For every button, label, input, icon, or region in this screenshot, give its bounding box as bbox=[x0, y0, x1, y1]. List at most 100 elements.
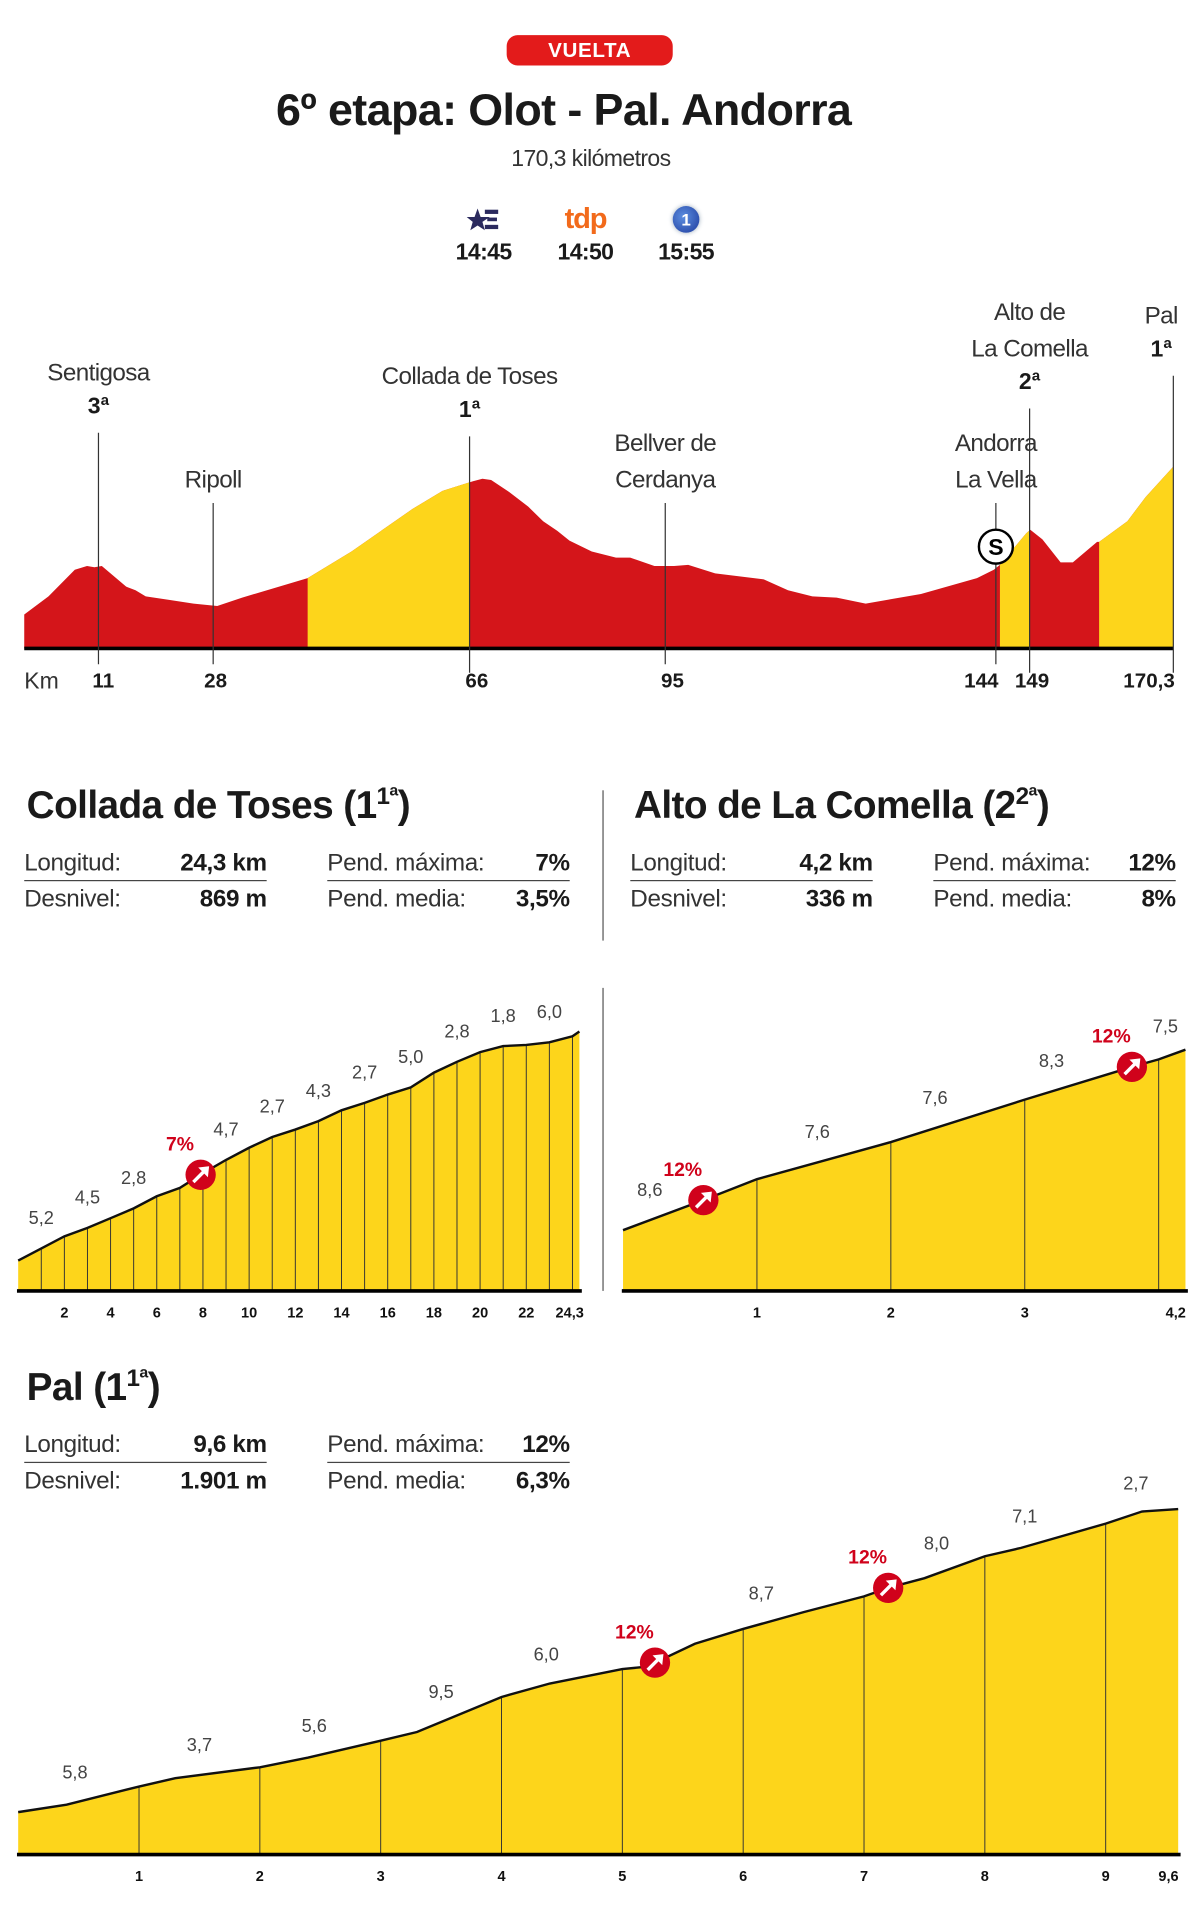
stat-label: Desnivel: bbox=[24, 885, 121, 913]
gradient-label: 5,2 bbox=[29, 1208, 54, 1228]
stat-row: Pend. máxima: 7% bbox=[327, 846, 570, 882]
place-label: Andorra bbox=[954, 430, 1038, 457]
broadcast-time: 14:50 bbox=[557, 239, 614, 266]
stat-value: 9,6 km bbox=[193, 1430, 267, 1458]
stat-row: Pend. máxima: 12% bbox=[327, 1428, 570, 1464]
gradient-label: 6,0 bbox=[537, 1002, 562, 1022]
stat-label: Pend. media: bbox=[327, 1467, 466, 1494]
climb-category: 1ª bbox=[376, 783, 399, 811]
max-gradient-label: 7% bbox=[166, 1134, 194, 1156]
stat-row: Pend. media: 6,3% bbox=[327, 1464, 570, 1498]
gradient-label: 9,5 bbox=[428, 1682, 453, 1702]
x-tick-label: 10 bbox=[241, 1306, 257, 1322]
stat-label: Pend. máxima: bbox=[327, 1430, 485, 1458]
x-tick-label: 9,6 bbox=[1158, 1869, 1178, 1885]
x-tick-label: 28 bbox=[204, 669, 228, 693]
place-label: Alto de bbox=[993, 299, 1066, 327]
x-tick-label: 8 bbox=[199, 1306, 207, 1322]
x-tick-label: 12 bbox=[287, 1306, 303, 1322]
max-gradient-label: 12% bbox=[615, 1621, 654, 1643]
gradient-label: 2,7 bbox=[352, 1063, 377, 1083]
arrow-up-right-icon bbox=[1123, 1058, 1141, 1076]
gradient-label: 8,3 bbox=[1039, 1051, 1064, 1071]
stat-label: Longitud: bbox=[24, 1430, 121, 1458]
tdp-logo: tdp bbox=[564, 202, 608, 236]
place-label: Pal bbox=[1144, 303, 1179, 330]
x-tick-label: 7 bbox=[860, 1869, 868, 1885]
stat-value: 6,3% bbox=[515, 1467, 570, 1494]
max-gradient-label: 12% bbox=[1092, 1026, 1131, 1048]
stat-label: Desnivel: bbox=[24, 1467, 121, 1494]
stat-label: Pend. máxima: bbox=[327, 849, 485, 876]
x-tick-label: 6 bbox=[153, 1306, 161, 1322]
x-axis-label: Km bbox=[24, 669, 59, 695]
gradient-label: 2,8 bbox=[121, 1168, 146, 1188]
steep-gradient-icon bbox=[639, 1647, 671, 1678]
place-label: Ripoll bbox=[184, 466, 243, 494]
x-tick-label: 16 bbox=[380, 1306, 396, 1322]
stat-value: 336 m bbox=[805, 885, 873, 913]
gradient-label: 2,7 bbox=[1123, 1473, 1148, 1493]
stat-value: 4,2 km bbox=[799, 849, 873, 876]
page-title: 6º etapa: Olot - Pal. Andorra bbox=[275, 84, 852, 135]
x-tick-label: 4,2 bbox=[1166, 1306, 1186, 1322]
stat-label: Pend. media: bbox=[327, 885, 466, 913]
stat-row: Desnivel: 869 m bbox=[24, 882, 267, 916]
x-tick-label: 4 bbox=[497, 1869, 505, 1885]
climb-profile-area bbox=[18, 1509, 1179, 1855]
climb-title-pal: Pal (11ª) bbox=[26, 1364, 161, 1409]
x-tick-label: 95 bbox=[661, 669, 684, 693]
broadcaster-eurosport: 14:45 bbox=[441, 204, 526, 267]
arrow-up-right-icon bbox=[879, 1579, 897, 1597]
sprint-icon bbox=[977, 528, 1015, 565]
arrow-up-right-icon bbox=[646, 1654, 664, 1672]
la1-logo: 1 bbox=[672, 206, 700, 233]
climb-category-label: 1ª bbox=[1150, 336, 1172, 363]
eurosport-logo bbox=[441, 204, 526, 236]
x-tick-label: 9 bbox=[1102, 1869, 1110, 1885]
x-tick-label: 4 bbox=[107, 1306, 115, 1322]
stat-row: Longitud: 4,2 km bbox=[630, 846, 873, 882]
x-tick-label: 18 bbox=[426, 1306, 442, 1322]
stat-label: Pend. máxima: bbox=[933, 849, 1091, 876]
broadcast-time: 15:55 bbox=[658, 239, 714, 266]
climb-profile-area bbox=[18, 1031, 580, 1291]
place-label: Cerdanya bbox=[615, 466, 716, 494]
x-tick-label: 1 bbox=[753, 1306, 761, 1322]
x-tick-label: 149 bbox=[1014, 669, 1050, 693]
gradient-label: 7,6 bbox=[922, 1088, 947, 1108]
climb-category-label: 3ª bbox=[87, 393, 110, 420]
steep-gradient-icon bbox=[1116, 1051, 1148, 1083]
stat-value: 3,5% bbox=[515, 885, 570, 913]
steep-gradient-icon bbox=[185, 1159, 216, 1190]
stat-value: 12% bbox=[522, 1430, 570, 1458]
x-tick-label: 1 bbox=[135, 1869, 143, 1885]
stat-label: Longitud: bbox=[630, 849, 727, 876]
x-tick-label: 3 bbox=[1021, 1306, 1029, 1322]
column-divider bbox=[602, 987, 604, 1291]
steep-gradient-icon bbox=[688, 1184, 719, 1216]
max-gradient-label: 12% bbox=[848, 1547, 887, 1569]
climb-profile-area bbox=[623, 1049, 1186, 1291]
climb-title-comella: Alto de La Comella (22ª) bbox=[633, 783, 1050, 827]
stat-row: Desnivel: 1.901 m bbox=[24, 1464, 267, 1498]
x-tick-label: 2 bbox=[256, 1869, 264, 1885]
stat-row: Longitud: 9,6 km bbox=[24, 1428, 267, 1464]
gradient-label: 2,8 bbox=[444, 1022, 469, 1042]
stat-row: Longitud: 24,3 km bbox=[24, 846, 267, 882]
gradient-label: 8,0 bbox=[924, 1534, 949, 1554]
stat-row: Desnivel: 336 m bbox=[630, 882, 873, 916]
place-label: La Comella bbox=[971, 335, 1088, 363]
sprint-icon-label: S bbox=[988, 534, 1003, 560]
gradient-label: 2,7 bbox=[260, 1097, 285, 1117]
stat-value: 869 m bbox=[199, 885, 267, 913]
gradient-label: 5,8 bbox=[62, 1762, 87, 1782]
arrow-up-right-icon bbox=[694, 1191, 712, 1209]
stat-value: 7% bbox=[535, 849, 570, 876]
gradient-label: 4,5 bbox=[75, 1188, 100, 1208]
x-tick-label: 14 bbox=[333, 1306, 349, 1322]
stat-row: Pend. media: 8% bbox=[933, 882, 1176, 916]
x-tick-label: 2 bbox=[887, 1306, 895, 1322]
